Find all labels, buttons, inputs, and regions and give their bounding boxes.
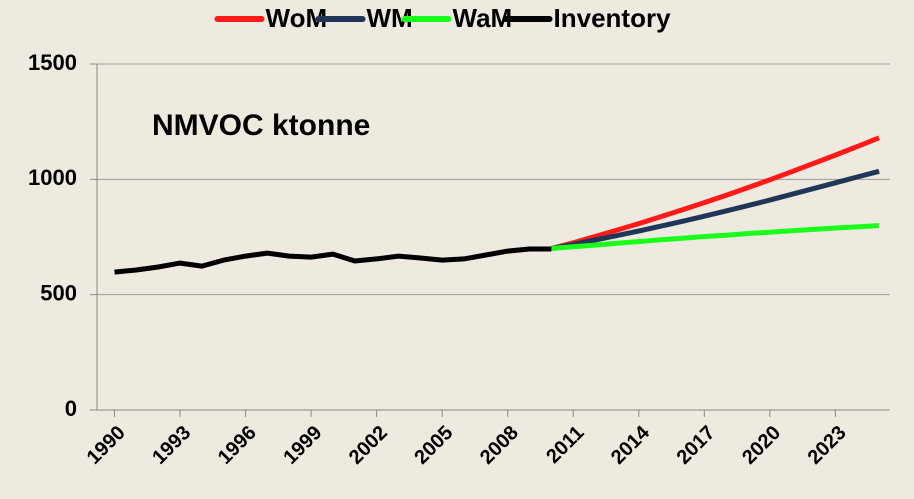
- y-tick-label: 1500: [28, 50, 77, 75]
- series-line: [550, 135, 881, 251]
- legend-label: WaM: [453, 3, 513, 33]
- y-tick-label: 500: [40, 280, 77, 305]
- chart-annotation: NMVOC ktonne: [152, 109, 370, 142]
- series-line: [551, 223, 880, 251]
- series-line: [550, 168, 880, 251]
- series-line: [114, 246, 552, 275]
- y-tick-label: 1000: [28, 165, 77, 190]
- legend-label: Inventory: [554, 3, 672, 33]
- y-tick-label: 0: [65, 396, 77, 421]
